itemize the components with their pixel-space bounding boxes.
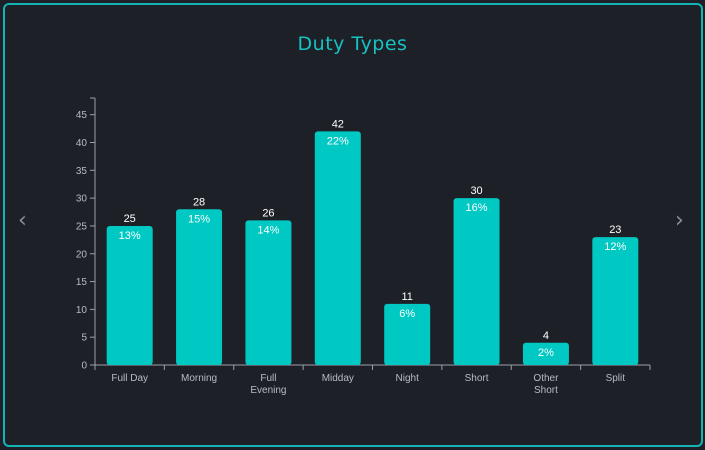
y-tick-label: 30	[76, 194, 88, 205]
bar-value-label: 30	[470, 185, 482, 197]
bar	[592, 237, 639, 365]
bar-percent-label: 22%	[327, 135, 349, 147]
chart-title: Duty Types	[297, 33, 408, 55]
x-category-label: Evening	[250, 385, 286, 396]
bar-value-label: 11	[401, 291, 412, 303]
x-category-label: Short	[534, 385, 558, 396]
bar	[176, 209, 223, 365]
bar-value-label: 23	[609, 224, 621, 236]
bar-value-label: 26	[262, 207, 274, 219]
chevron-right-icon[interactable]: ›	[675, 208, 684, 233]
bar	[384, 303, 431, 365]
bar-percent-label: 16%	[466, 202, 488, 214]
bar	[522, 342, 569, 365]
x-category-label: Morning	[181, 373, 217, 384]
x-category-label: Other	[533, 373, 559, 384]
bar-percent-label: 13%	[119, 230, 141, 242]
bar	[453, 198, 500, 365]
x-category-label: Night	[396, 373, 420, 384]
y-tick-label: 40	[76, 138, 88, 149]
x-category-label: Full Day	[111, 373, 148, 384]
bar-value-label: 28	[193, 196, 205, 208]
bar-percent-label: 15%	[188, 213, 210, 225]
y-tick-label: 15	[76, 277, 88, 288]
y-tick-label: 25	[76, 221, 88, 232]
x-category-label: Full	[260, 373, 276, 384]
bar-percent-label: 14%	[257, 224, 279, 236]
x-category-label: Midday	[322, 373, 354, 384]
bar-value-label: 42	[332, 118, 344, 130]
bar	[106, 225, 153, 365]
y-tick-label: 0	[81, 361, 87, 372]
y-tick-label: 45	[76, 110, 88, 121]
bar-percent-label: 12%	[604, 241, 626, 253]
bar	[314, 131, 361, 365]
y-tick-label: 20	[76, 249, 88, 260]
x-category-label: Short	[465, 373, 489, 384]
bar-percent-label: 6%	[399, 308, 415, 320]
x-category-label: Split	[606, 373, 626, 384]
bar-value-label: 4	[543, 330, 549, 342]
y-tick-label: 10	[76, 305, 88, 316]
bar-value-label: 25	[124, 213, 136, 225]
y-tick-label: 35	[76, 166, 88, 177]
y-tick-label: 5	[81, 333, 87, 344]
bar-percent-label: 2%	[538, 347, 554, 359]
chevron-left-icon[interactable]: ‹	[18, 208, 27, 233]
bar	[245, 220, 292, 365]
